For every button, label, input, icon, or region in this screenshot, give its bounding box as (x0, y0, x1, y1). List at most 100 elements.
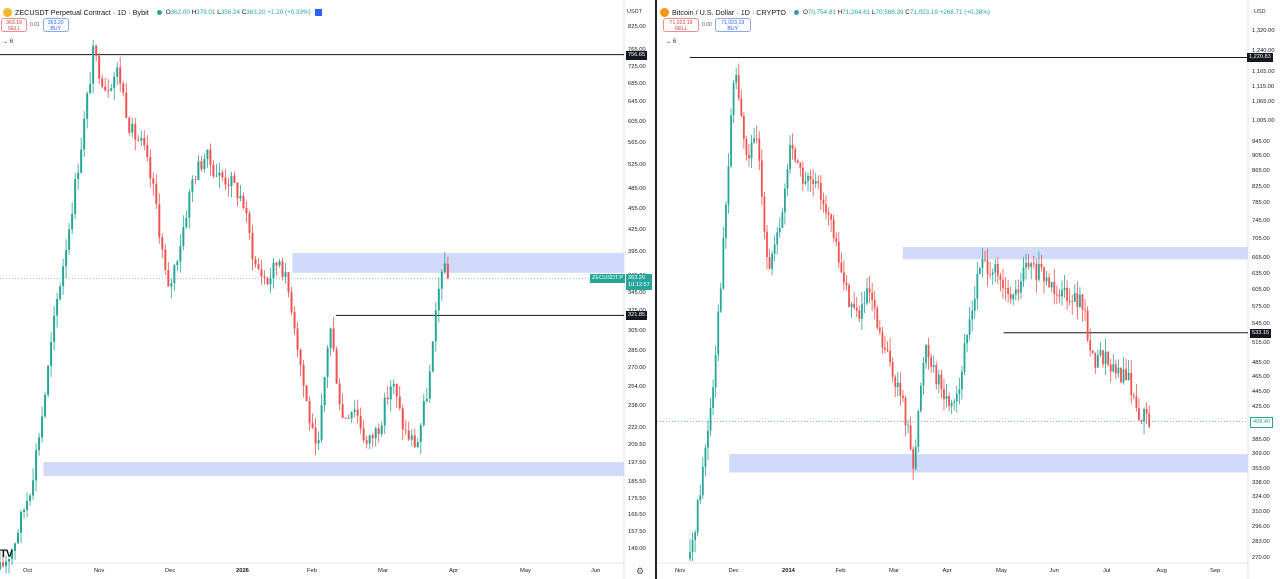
candle-body (107, 90, 110, 92)
zec-line-label-top: 756.65 (626, 50, 648, 60)
candle-body (197, 161, 200, 181)
candle-body (1127, 372, 1130, 381)
candle-body (305, 385, 308, 401)
zec-trade-buttons: 363.19 SELL 0.01 363.20 BUY (1, 18, 69, 32)
candle-body (909, 425, 912, 450)
candle-body (1053, 282, 1056, 295)
candle-body (907, 425, 909, 427)
chart-panel-btc[interactable]: Bitcoin / U.S. Dollar · 1D · CRYPTO O70,… (657, 0, 1280, 579)
candle-body (963, 343, 966, 372)
candle-body (855, 307, 858, 311)
candle-body (1122, 369, 1125, 383)
btc-currency-label[interactable]: USD (1254, 9, 1266, 15)
candle-body (185, 217, 188, 228)
candle-body (1132, 395, 1135, 397)
candle-body (1125, 369, 1128, 381)
candle-body (8, 559, 11, 562)
zec-color-square-icon[interactable] (314, 8, 322, 16)
btc-indicators-toggle[interactable]: ⌄ 6 (666, 39, 677, 45)
price-tick-label: 1,115.00 (1252, 83, 1275, 90)
candle-body (807, 175, 809, 182)
candle-body (125, 92, 128, 118)
candle-body (1102, 350, 1104, 365)
price-tick-label: 485.00 (1252, 360, 1270, 367)
candle-body (380, 425, 383, 435)
time-tick-label: Apr (449, 568, 459, 574)
candle-body (329, 328, 332, 349)
candle-body (59, 286, 62, 300)
candle-body (1043, 267, 1045, 282)
candle-body (755, 138, 758, 140)
candle-body (817, 181, 820, 183)
zec-coin-icon (3, 7, 12, 17)
candle-body (1020, 281, 1022, 293)
candle-body (1045, 277, 1048, 282)
candle-body (5, 561, 8, 567)
btc-spread: 0.00 (702, 22, 712, 28)
candle-body (701, 466, 704, 496)
zec-buy-button[interactable]: 363.20 BUY (42, 18, 69, 32)
price-tick-label: 353.00 (1252, 465, 1270, 472)
candle-body (245, 208, 248, 214)
candle-body (389, 386, 392, 400)
candle-body (1130, 372, 1133, 396)
candle-body (912, 449, 915, 469)
gear-icon[interactable]: ⚙ (636, 566, 645, 576)
candle-body (23, 509, 26, 512)
price-tick-label: 825.00 (628, 24, 646, 31)
candle-body (50, 341, 53, 366)
time-tick-label: 2014 (782, 568, 795, 574)
candle-body (691, 540, 694, 552)
candle-body (801, 167, 804, 184)
candle-body (804, 181, 807, 184)
candle-body (966, 335, 968, 344)
btc-symbol-title[interactable]: Bitcoin / U.S. Dollar · 1D · CRYPTO (672, 7, 786, 17)
price-tick-label: 254.00 (628, 383, 646, 390)
time-tick-label: Apr (942, 568, 952, 574)
candle-body (26, 500, 29, 510)
btc-chart-canvas[interactable] (657, 0, 1280, 579)
candle-body (242, 195, 245, 209)
candle-body (863, 303, 866, 305)
candle-body (873, 299, 876, 308)
zec-sell-button[interactable]: 363.19 SELL (1, 18, 27, 32)
candle-body (413, 435, 416, 448)
candle-body (92, 45, 95, 84)
tradingview-logo[interactable]: TV (0, 548, 13, 560)
candle-body (745, 139, 748, 156)
zec-symbol-title[interactable]: ZECUSDT Perpetual Contract · 1D · Bybit (15, 7, 149, 17)
time-tick-label: Dec (728, 568, 739, 574)
zec-indicators-toggle[interactable]: ⌄ 6 (3, 39, 14, 45)
candle-body (1107, 351, 1110, 365)
zec-last-price-label: 363.20 10:12:57 (626, 274, 652, 291)
candle-body (760, 160, 763, 197)
time-tick-label: Jun (1049, 568, 1059, 574)
btc-header: Bitcoin / U.S. Dollar · 1D · CRYPTO O70,… (657, 5, 990, 19)
price-tick-label: 685.00 (628, 80, 646, 87)
zec-chart-canvas[interactable] (0, 0, 655, 579)
candle-body (20, 511, 23, 533)
candle-body (809, 175, 812, 180)
candle-body (338, 383, 341, 405)
candle-body (961, 371, 963, 390)
price-tick-label: 157.50 (628, 529, 646, 536)
btc-sell-button[interactable]: 71,023.19 SELL (663, 18, 699, 32)
zec-currency-label[interactable]: USDT (627, 9, 642, 15)
zec-ticker-label: ZECUSDT.P (590, 274, 626, 284)
candle-body (314, 427, 317, 444)
candle-body (392, 383, 395, 387)
candle-body (155, 183, 158, 205)
chart-panel-zec[interactable]: ZECUSDT Perpetual Contract · 1D · Bybit … (0, 0, 657, 579)
candle-body (269, 278, 272, 285)
candle-body (230, 175, 233, 187)
candle-body (128, 117, 131, 133)
candle-body (113, 76, 116, 89)
candle-body (1009, 294, 1012, 300)
candle-body (1017, 289, 1020, 293)
price-tick-label: 515.00 (1252, 340, 1270, 347)
candle-body (227, 184, 230, 187)
price-tick-label: 324.00 (1252, 494, 1270, 501)
candle-body (149, 156, 152, 179)
zec-line-label-mid: 321.85 (626, 311, 648, 321)
btc-buy-button[interactable]: 71,023.19 BUY (714, 18, 751, 32)
